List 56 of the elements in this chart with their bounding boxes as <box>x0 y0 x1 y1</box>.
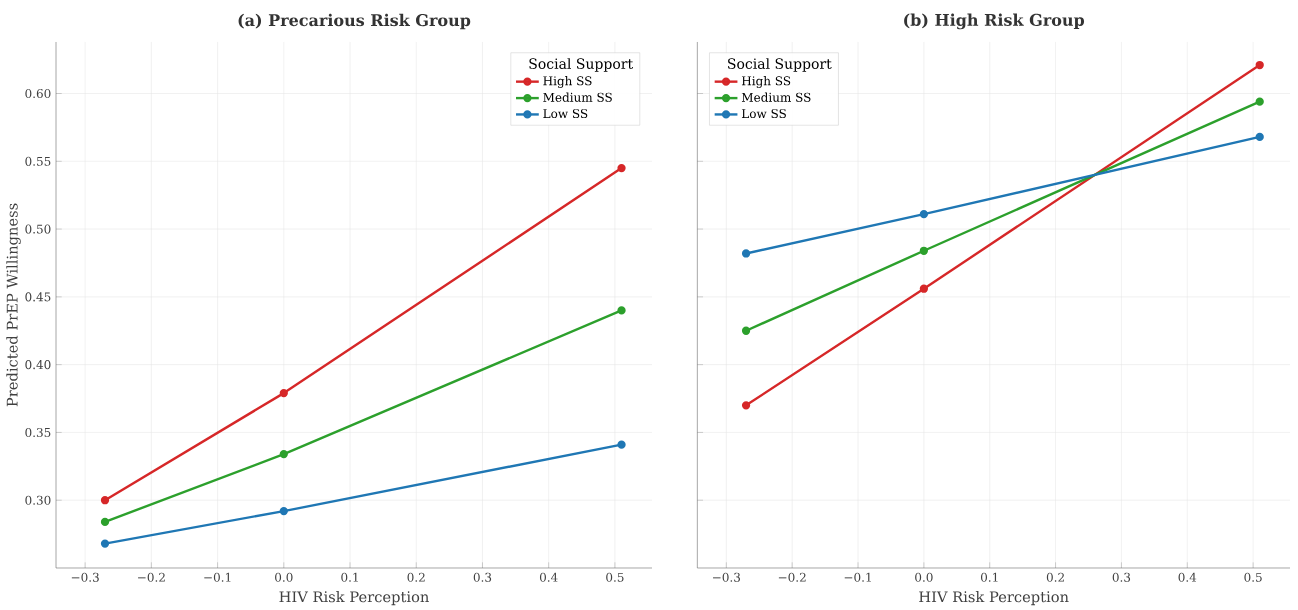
y-tick-label: 0.60 <box>25 88 51 99</box>
point <box>617 306 626 315</box>
point <box>279 506 288 516</box>
legend-label: Medium SS <box>543 92 612 102</box>
point <box>1255 132 1264 142</box>
point <box>617 163 626 173</box>
chart-title: (a) Precarious Risk Group <box>238 13 471 30</box>
y-tick-label: 0.55 <box>25 156 51 166</box>
x-tick-label: 0.0 <box>915 572 933 582</box>
x-tick-label: −0.3 <box>71 572 99 582</box>
x-tick-label: 0.1 <box>341 572 358 582</box>
point <box>617 440 626 449</box>
point <box>1255 60 1264 70</box>
legend-label: Medium SS <box>741 92 811 102</box>
x-tick-label: 0.1 <box>980 572 998 582</box>
y-tick-label: 0.45 <box>25 292 51 302</box>
x-tick-label: 0.0 <box>275 572 293 582</box>
legend-label: Low SS <box>543 108 588 119</box>
y-tick-label: 0.40 <box>25 360 51 370</box>
x-tick-label: −0.3 <box>713 572 741 582</box>
legend-title: Social Support <box>529 58 634 72</box>
legend-title: Social Support <box>728 58 832 72</box>
legend-label: Low SS <box>741 108 786 119</box>
point <box>100 496 110 505</box>
point <box>741 326 751 335</box>
x-tick-label: 0.5 <box>606 572 624 582</box>
point <box>741 401 751 410</box>
point <box>100 517 110 527</box>
x-axis-title: HIV Risk Perception <box>279 590 429 606</box>
chart-title: (b) High Risk Group <box>904 13 1085 30</box>
x-tick-label: −0.1 <box>204 572 231 582</box>
legend-label: High SS <box>543 76 592 88</box>
point <box>279 449 288 459</box>
x-tick-label: −0.1 <box>844 572 871 582</box>
x-tick-label: 0.2 <box>407 572 425 582</box>
x-tick-label: 0.4 <box>1178 572 1197 582</box>
point <box>1255 97 1264 106</box>
y-tick-label: 0.30 <box>25 495 51 505</box>
point <box>100 539 110 548</box>
x-tick-label: 0.3 <box>1112 572 1131 582</box>
y-tick-label: 0.50 <box>25 224 51 234</box>
point <box>919 246 929 255</box>
legend-label: High SS <box>741 76 791 88</box>
x-axis-title: HIV Risk Perception <box>919 590 1069 606</box>
x-tick-label: −0.2 <box>138 572 165 582</box>
x-tick-label: 0.2 <box>1046 572 1064 582</box>
y-tick-label: 0.35 <box>25 427 51 437</box>
point <box>919 210 929 219</box>
y-axis-title: Predicted PrEP Willingness <box>6 203 21 407</box>
x-tick-label: 0.3 <box>473 572 492 582</box>
point <box>279 388 288 398</box>
point <box>919 284 929 293</box>
point <box>741 249 751 258</box>
x-tick-label: 0.4 <box>539 572 558 582</box>
x-tick-label: −0.2 <box>778 572 806 582</box>
x-tick-label: 0.5 <box>1244 572 1262 582</box>
